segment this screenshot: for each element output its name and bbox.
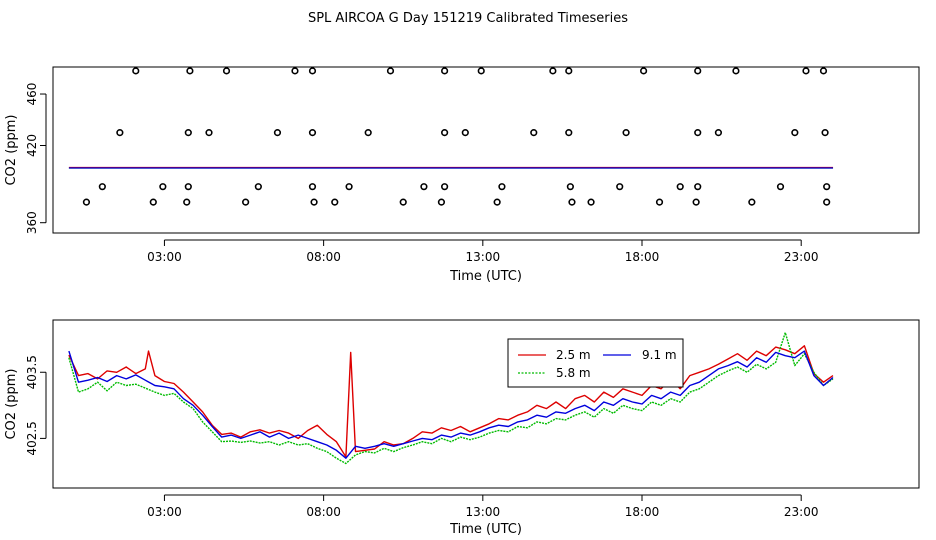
flag-point — [566, 183, 574, 191]
flag-panel-ylabel: CO2 (ppm) — [4, 114, 19, 185]
flag-point — [273, 129, 282, 137]
flag-point — [587, 198, 595, 206]
timeseries-panel-x-tick-label: 18:00 — [625, 505, 660, 519]
flag-point — [823, 183, 831, 191]
flag-point — [568, 198, 576, 206]
flag-point — [441, 129, 449, 137]
flag-point — [132, 67, 140, 75]
flag-point — [714, 129, 723, 137]
flag-point — [437, 198, 446, 206]
flag-point — [639, 67, 648, 75]
flag-point — [184, 129, 192, 137]
flag-point — [386, 67, 395, 75]
flag-panel-x-tick-label: 08:00 — [306, 250, 341, 264]
timeseries-panel-x-tick-label: 03:00 — [147, 505, 182, 519]
flag-point — [184, 183, 192, 191]
flag-point — [420, 183, 428, 191]
flag-panel-frame — [52, 66, 920, 234]
flag-panel-x-tick-label: 23:00 — [784, 250, 819, 264]
timeseries-panel-x-tick-label: 08:00 — [306, 505, 341, 519]
flag-point — [364, 129, 372, 137]
timeseries-panel: 03:00 08:00 13:00 18:00 23:00 402.5 403.5 Tim… — [4, 319, 920, 537]
timeseries-panel-x-tick-label: 23:00 — [784, 505, 819, 519]
flag-point — [291, 67, 299, 75]
flag-point — [186, 67, 194, 75]
flag-point — [498, 183, 506, 191]
flag-point — [242, 198, 250, 206]
flag-panel: 03:00 08:00 13:00 18:00 23:00 360 420 460 Time… — [4, 66, 920, 284]
flag-panel-xlabel: Time (UTC) — [449, 269, 522, 284]
flag-point — [441, 67, 449, 75]
flag-panel-x-tick-label: 18:00 — [625, 250, 660, 264]
flag-point — [676, 183, 684, 191]
flag-point — [616, 183, 624, 191]
flag-point — [308, 183, 317, 191]
flag-point — [748, 198, 756, 206]
legend-box — [507, 338, 684, 388]
flag-point — [821, 129, 829, 137]
flag-point — [565, 67, 573, 75]
legend-label-9-1m: 9.1 m — [642, 348, 677, 362]
flag-point — [694, 129, 702, 137]
flag-point — [549, 67, 557, 75]
flag-point — [222, 67, 231, 75]
flag-point — [565, 129, 573, 137]
flag-point — [116, 129, 124, 137]
flag-point — [692, 198, 700, 206]
flag-point — [254, 183, 262, 191]
flag-point — [310, 198, 318, 206]
legend: 2.5 m 5.8 m 9.1 m — [507, 338, 684, 388]
flag-point — [82, 198, 91, 206]
flag-point — [159, 183, 167, 191]
chart-title: SPL AIRCOA G Day 151219 Calibrated Times… — [308, 11, 628, 26]
flag-point — [694, 67, 702, 75]
flag-panel-y-tick-label: 420 — [25, 134, 39, 157]
timeseries-panel-ylabel: CO2 (ppm) — [4, 368, 19, 439]
flag-point — [791, 129, 799, 137]
flag-point — [308, 67, 317, 75]
flag-point — [694, 183, 702, 191]
flag-point — [205, 129, 213, 137]
flag-point — [399, 198, 407, 206]
flag-point — [345, 183, 353, 191]
timeseries-panel-y-tick-label: 402.5 — [25, 421, 39, 455]
flag-panel-y-tick-label: 460 — [25, 83, 39, 106]
timeseries-panel-y-tick-label: 403.5 — [25, 355, 39, 389]
flag-point — [493, 198, 501, 206]
legend-label-2-5m: 2.5 m — [556, 348, 591, 362]
flag-point — [308, 129, 317, 137]
timeseries-panel-x-tick-label: 13:00 — [466, 505, 501, 519]
series-line-5-8-m — [68, 331, 834, 465]
series-line-9-1-m — [68, 350, 834, 459]
flag-point — [331, 198, 339, 206]
timeseries-panel-xlabel: Time (UTC) — [449, 522, 522, 537]
flag-point — [149, 198, 157, 206]
flag-point — [477, 67, 485, 75]
flag-point — [732, 67, 740, 75]
flag-point — [530, 129, 538, 137]
flag-panel-x-tick-label: 13:00 — [466, 250, 501, 264]
flag-point — [819, 67, 828, 75]
flag-point — [183, 198, 191, 206]
flag-point — [802, 67, 810, 75]
series-line-2-5-m — [68, 345, 834, 458]
flag-panel-y-tick-label: 360 — [25, 211, 39, 234]
flag-point — [823, 198, 831, 206]
flag-point — [98, 183, 106, 191]
flag-point — [441, 183, 449, 191]
timeseries-panel-frame — [52, 319, 920, 489]
flag-point — [655, 198, 664, 206]
flag-point — [776, 183, 785, 191]
flag-point — [461, 129, 469, 137]
flag-point — [622, 129, 630, 137]
legend-label-5-8m: 5.8 m — [556, 366, 591, 380]
flag-panel-x-tick-label: 03:00 — [147, 250, 182, 264]
